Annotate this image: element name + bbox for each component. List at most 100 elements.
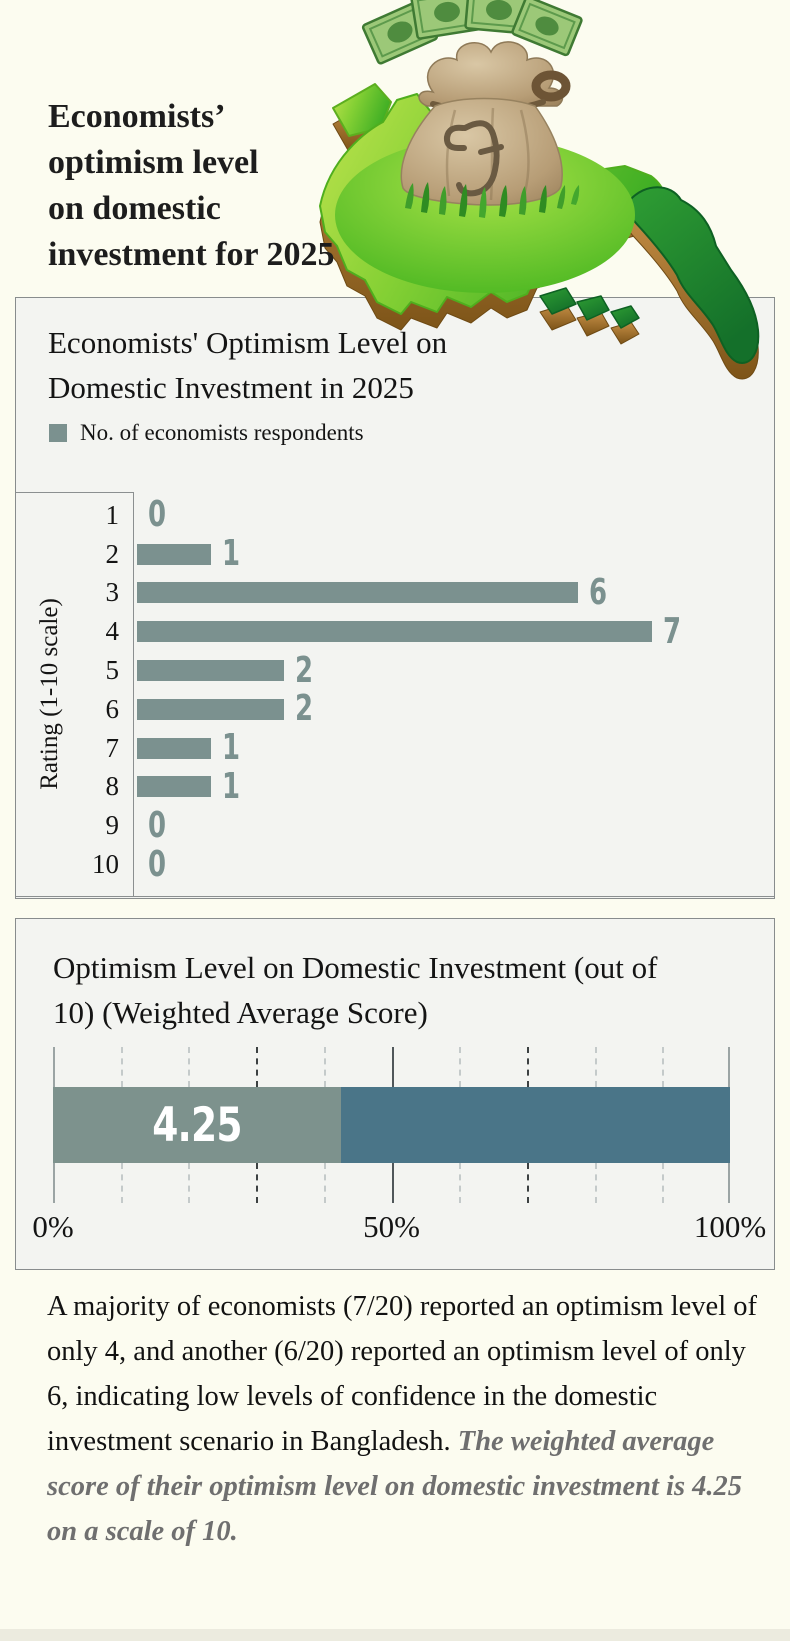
gauge-tick-60 (459, 1047, 462, 1087)
bar-rows: 1 0 2 1 3 6 4 7 5 2 6 2 7 1 8 1 9 0 10 0 (16, 492, 774, 900)
summary-text-normal: A majority of economists (7/20) reported… (47, 1291, 757, 1457)
y-tick-label: 2 (105, 538, 120, 569)
banknotes-icon (361, 0, 583, 65)
y-tick-label: 7 (105, 732, 120, 763)
legend-swatch-icon (49, 424, 67, 442)
bar-rating-6 (137, 698, 284, 720)
gauge-tick-90 (662, 1047, 665, 1087)
gauge-tick-20 (188, 1047, 191, 1087)
gauge-tick-70 (526, 1047, 529, 1087)
bar-track: 7 (134, 612, 774, 651)
gauge-tick-70 (526, 1163, 529, 1203)
page-title: Economists’ optimism level on domestic i… (48, 94, 393, 278)
gauge-ticks-top (53, 1047, 730, 1087)
page-title-line: on domestic (48, 190, 221, 227)
y-tick-label: 9 (105, 810, 120, 841)
bar-value-label: 1 (221, 727, 240, 769)
summary-text-emphasis: The weighted average score of their opti… (47, 1426, 743, 1547)
gauge-bar: 4.25 (53, 1087, 730, 1163)
bar-value-label: 0 (148, 843, 166, 885)
bar-track: 2 (134, 651, 774, 690)
bar-value-label: 7 (662, 610, 681, 652)
bar-rating-8 (137, 776, 211, 798)
bottom-strip (0, 1629, 790, 1641)
gauge-ticks-bottom (53, 1163, 730, 1203)
gauge-value-label: 4.25 (152, 1097, 242, 1153)
gauge: 4.25 0% 50% 100% (32, 1047, 766, 1259)
y-tick-label: 3 (105, 577, 120, 608)
money-bag-icon (361, 0, 583, 218)
gauge-tick-10 (120, 1047, 123, 1087)
bag-top (418, 41, 564, 107)
bar-chart-panel: Economists' Optimism Level on Domestic I… (15, 297, 775, 899)
page-title-line: investment for 2025 (48, 236, 335, 273)
gauge-title: Optimism Level on Domestic Investment (o… (53, 950, 658, 1030)
bar-value-label: 2 (295, 649, 313, 691)
y-tick-label: 10 (92, 849, 119, 880)
bag-body (400, 97, 563, 206)
bar-track: 1 (134, 768, 774, 807)
bar-value-label: 6 (589, 571, 607, 613)
y-tick-label: 4 (105, 616, 120, 647)
bar-rating-5 (137, 660, 284, 682)
gauge-tick-20 (188, 1163, 191, 1203)
gauge-tick-60 (459, 1163, 462, 1203)
bar-rating-3 (137, 582, 578, 604)
bar-track: 2 (134, 690, 774, 729)
gauge-tick-80 (594, 1047, 597, 1087)
y-tick-label: 5 (105, 655, 120, 686)
page-title-line: Economists’ (48, 98, 226, 135)
y-axis-title: Rating (1-10 scale) (36, 598, 63, 790)
gauge-tick-80 (594, 1163, 597, 1203)
gauge-tick-30 (256, 1163, 259, 1203)
grass-icon (405, 182, 580, 218)
taka-symbol-icon (443, 120, 504, 197)
gauge-tick-100 (728, 1047, 730, 1087)
gauge-tick-40 (323, 1163, 326, 1203)
bar-rating-4 (137, 621, 652, 643)
chart-row-rating-10: 10 0 (16, 845, 774, 884)
gauge-tick-0 (53, 1047, 55, 1087)
gauge-tick-100 (728, 1163, 730, 1203)
gauge-tick-90 (662, 1163, 665, 1203)
bar-rating-7 (137, 737, 211, 759)
gauge-axis-label-0: 0% (32, 1209, 74, 1244)
gauge-fill: 4.25 (53, 1087, 341, 1163)
bar-track: 0 (134, 845, 774, 884)
bar-track: 1 (134, 729, 774, 768)
gauge-tick-0 (53, 1163, 55, 1203)
bag-knot (531, 70, 571, 102)
bar-track: 6 (134, 574, 774, 613)
bar-rating-2 (137, 543, 211, 565)
bar-chart: Rating (1-10 scale) 1 0 2 1 3 6 4 7 5 2 6 2 7 1 8 1 9 0 10… (16, 492, 774, 897)
bar-value-label: 0 (148, 494, 166, 536)
legend: No. of economists respondents (49, 420, 742, 446)
gauge-panel: Optimism Level on Domestic Investment (o… (15, 918, 775, 1270)
bar-value-label: 1 (221, 765, 240, 807)
legend-label: No. of economists respondents (80, 420, 364, 445)
gauge-tick-30 (256, 1047, 259, 1087)
gauge-tick-40 (323, 1047, 326, 1087)
bar-track: 1 (134, 535, 774, 574)
bar-track: 0 (134, 496, 774, 535)
gauge-axis-labels: 0% 50% 100% (32, 1209, 766, 1259)
bar-track: 0 (134, 806, 774, 845)
y-tick-label: 8 (105, 771, 120, 802)
gauge-tick-50 (391, 1163, 394, 1203)
gauge-tick-10 (120, 1163, 123, 1203)
chart-title: Economists' Optimism Level on Domestic I… (48, 325, 448, 405)
axis-frame (16, 492, 134, 896)
gauge-axis-label-100: 100% (693, 1209, 767, 1244)
y-tick-label: 6 (105, 693, 120, 724)
gauge-axis-label-50: 50% (363, 1209, 420, 1244)
